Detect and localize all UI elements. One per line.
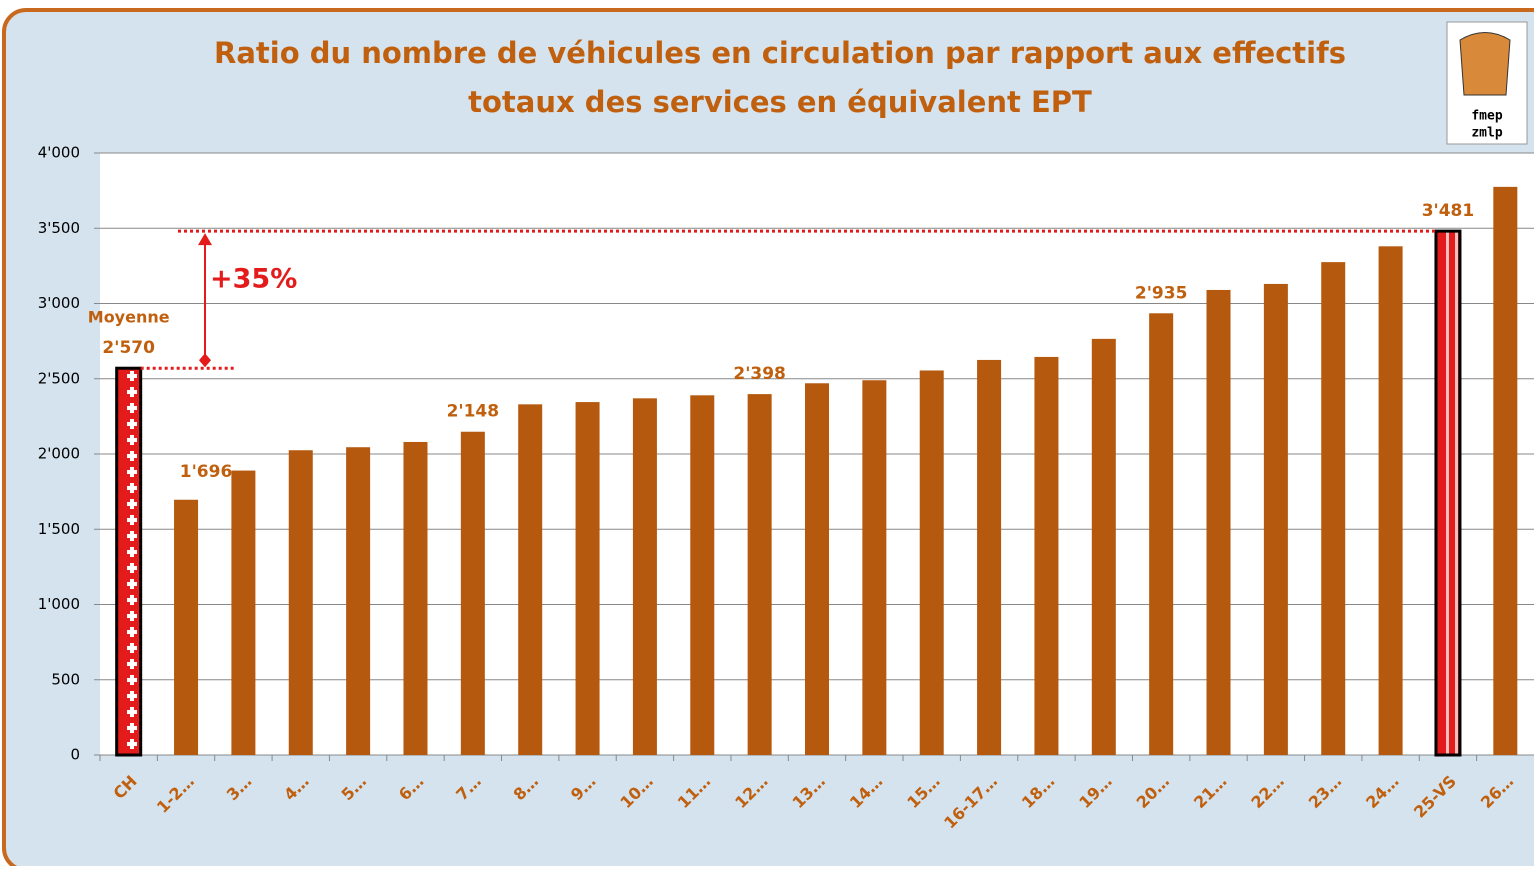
value-label: 2'398 (733, 364, 786, 384)
chart-title: Ratio du nombre de véhicules en circulat… (214, 36, 1346, 70)
y-tick-label: 3'500 (38, 219, 80, 237)
bar (346, 447, 371, 755)
bar (288, 450, 313, 755)
annotation: +35% (210, 264, 297, 295)
y-tick-label: 500 (51, 670, 80, 688)
value-label: 2'935 (1135, 283, 1188, 303)
y-tick-label: 3'000 (38, 294, 80, 312)
bar (1434, 229, 1462, 757)
value-label: 2'570 (102, 338, 155, 358)
arrow-head (198, 233, 212, 246)
bar (632, 398, 657, 755)
y-tick-label: 1'000 (38, 595, 80, 613)
bar (1149, 313, 1174, 755)
bar (1091, 338, 1116, 755)
value-label: 2'148 (447, 402, 500, 422)
bar (403, 441, 428, 755)
logo: fmep zmlp (1446, 21, 1528, 145)
annotation: Moyenne (88, 308, 170, 327)
y-tick-label: 4'000 (38, 144, 80, 162)
y-tick-label: 2'000 (38, 445, 80, 463)
logo-figure (1459, 32, 1511, 96)
bar (231, 470, 256, 755)
arrow-foot (199, 353, 211, 368)
bar (115, 366, 143, 757)
bar (1378, 246, 1403, 755)
bar (174, 499, 199, 755)
bar (575, 402, 600, 755)
value-label: 1'696 (180, 462, 233, 482)
bar (1321, 262, 1346, 755)
bar (690, 395, 715, 755)
bar (919, 370, 944, 755)
logo-text: fmep (1471, 109, 1502, 124)
bar (460, 431, 485, 755)
bar (805, 383, 829, 755)
logo-text: zmlp (1471, 126, 1502, 141)
bar (1206, 289, 1231, 755)
y-tick-label: 2'500 (38, 369, 80, 387)
chart-title: totaux des services en équivalent EPT (468, 85, 1092, 119)
bar (977, 359, 1002, 755)
bar (747, 394, 772, 755)
y-tick-label: 1'500 (38, 520, 80, 538)
bar (1493, 186, 1518, 756)
bar (518, 404, 543, 755)
bar (1263, 283, 1288, 755)
value-label: 3'481 (1422, 201, 1475, 221)
bar (1034, 356, 1059, 755)
bar (862, 380, 887, 755)
y-tick-label: 0 (70, 746, 80, 764)
